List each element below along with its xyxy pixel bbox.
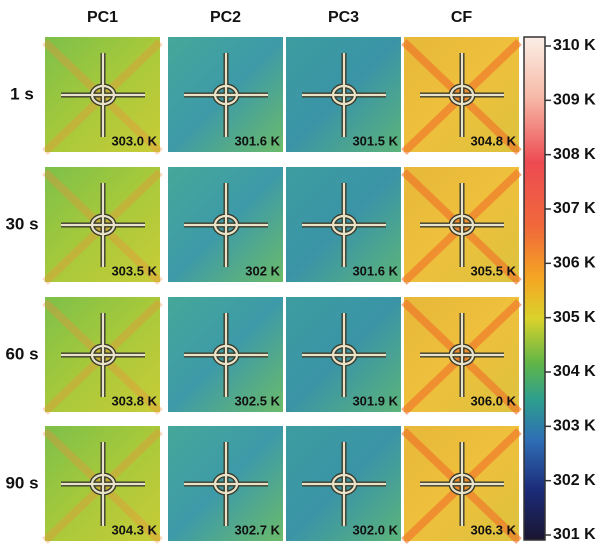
temperature-value: 302.5 K bbox=[234, 393, 280, 408]
colorbar-tick-label: 301 K bbox=[553, 526, 596, 543]
colorbar-tick-label: 303 K bbox=[553, 418, 596, 435]
column-label: PC3 bbox=[328, 9, 359, 26]
row-label: 90 s bbox=[5, 473, 38, 492]
temperature-value: 302.0 K bbox=[352, 522, 398, 537]
temperature-value: 303.5 K bbox=[111, 263, 157, 278]
colorbar-tick-label: 309 K bbox=[553, 92, 596, 109]
colorbar-tick-label: 302 K bbox=[553, 472, 596, 489]
temperature-value: 303.8 K bbox=[111, 393, 157, 408]
row-label: 1 s bbox=[10, 84, 34, 103]
column-label: CF bbox=[451, 9, 473, 26]
temperature-value: 301.5 K bbox=[352, 133, 398, 148]
colorbar-tick-label: 305 K bbox=[553, 309, 596, 326]
figure: PC1 PC2 PC3 CF 1 s 303.0 K 301.6 K 301.5 K 304.8… bbox=[0, 0, 616, 547]
column-label: PC1 bbox=[87, 9, 118, 26]
colorbar-tick-label: 304 K bbox=[553, 363, 596, 380]
temperature-value: 302 K bbox=[245, 263, 280, 278]
temperature-value: 304.3 K bbox=[111, 522, 157, 537]
colorbar-tick-label: 308 K bbox=[553, 146, 596, 163]
colorbar-tick-label: 307 K bbox=[553, 200, 596, 217]
colorbar-tick-label: 310 K bbox=[553, 37, 596, 54]
row-label: 60 s bbox=[5, 344, 38, 363]
column-label: PC2 bbox=[210, 9, 241, 26]
temperature-value: 305.5 K bbox=[470, 263, 516, 278]
temperature-value: 301.9 K bbox=[352, 393, 398, 408]
colorbar-tick-label: 306 K bbox=[553, 255, 596, 272]
temperature-value: 301.6 K bbox=[352, 263, 398, 278]
colorbar bbox=[524, 37, 545, 540]
temperature-value: 306.0 K bbox=[470, 393, 516, 408]
temperature-value: 304.8 K bbox=[470, 133, 516, 148]
temperature-value: 303.0 K bbox=[111, 133, 157, 148]
row-label: 30 s bbox=[5, 214, 38, 233]
temperature-value: 301.6 K bbox=[234, 133, 280, 148]
temperature-value: 306.3 K bbox=[470, 522, 516, 537]
temperature-value: 302.7 K bbox=[234, 522, 280, 537]
